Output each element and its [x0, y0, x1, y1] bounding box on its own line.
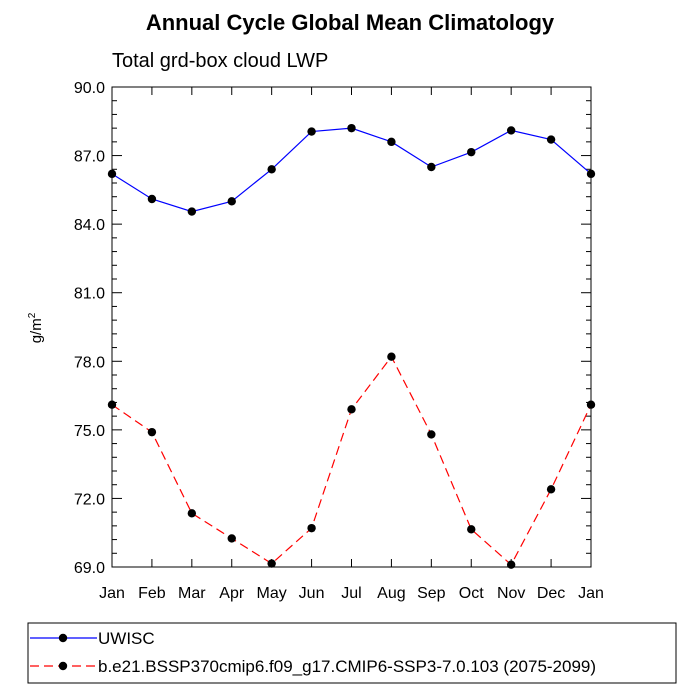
- tick-marks: [111, 86, 592, 568]
- data-point-series-1: [187, 207, 197, 216]
- legend-box: [27, 622, 677, 684]
- y-tick-label: 81.0: [74, 286, 105, 303]
- data-point-series-2: [227, 534, 236, 543]
- chart-title: Annual Cycle Global Mean Climatology: [146, 10, 555, 35]
- data-point-series-1: [546, 135, 556, 144]
- data-point-series-2: [467, 525, 476, 534]
- y-tick-label: 78.0: [74, 354, 105, 371]
- series-line-1: [111, 127, 592, 213]
- data-point-series-2: [107, 400, 117, 409]
- legend-marker-1: [58, 633, 68, 643]
- data-point-series-1: [427, 162, 436, 172]
- x-tick-label: Mar: [178, 585, 206, 602]
- legend-label-1: UWISC: [98, 629, 155, 648]
- y-axis-label-text: g/m: [28, 318, 45, 343]
- data-point-series-2: [267, 559, 276, 568]
- legend-marker-2: [58, 661, 68, 671]
- data-point-series-2: [187, 509, 197, 518]
- y-tick-label: 84.0: [74, 217, 105, 234]
- data-point-series-1: [267, 165, 276, 174]
- legend-label-2: b.e21.BSSP370cmip6.f09_g17.CMIP6-SSP3-7.…: [98, 657, 596, 676]
- data-point-series-2: [147, 427, 157, 437]
- x-tick-label: Dec: [537, 585, 565, 602]
- x-tick-label: Jun: [299, 585, 325, 602]
- x-tick-label: May: [257, 585, 287, 602]
- x-tick-label: Nov: [497, 585, 525, 602]
- data-point-series-1: [467, 147, 476, 157]
- data-point-series-2: [387, 352, 396, 361]
- x-tick-label: Sep: [417, 585, 446, 602]
- legend: UWISC b.e21.BSSP370cmip6.f09_g17.CMIP6-SS…: [30, 629, 596, 676]
- data-point-series-2: [546, 485, 556, 494]
- y-tick-label: 75.0: [74, 423, 105, 440]
- data-point-series-2: [307, 523, 316, 533]
- data-point-series-1: [107, 169, 117, 179]
- series-lines: [111, 127, 592, 566]
- data-point-series-1: [506, 126, 516, 135]
- data-point-series-1: [307, 127, 316, 136]
- data-point-series-1: [347, 123, 356, 133]
- data-point-series-1: [586, 169, 596, 179]
- x-tick-label: Jan: [578, 585, 604, 602]
- chart-subtitle: Total grd-box cloud LWP: [112, 50, 328, 72]
- x-tick-label: Jul: [341, 585, 361, 602]
- y-tick-label: 90.0: [74, 80, 105, 97]
- plot-area-frame: [111, 86, 592, 568]
- data-point-series-2: [586, 400, 596, 409]
- x-tick-label: Apr: [219, 585, 245, 602]
- data-point-series-2: [506, 560, 516, 569]
- data-point-series-1: [147, 194, 157, 204]
- series-points: [107, 123, 596, 569]
- data-point-series-1: [227, 197, 236, 206]
- x-tick-label: Jan: [99, 585, 125, 602]
- x-tick-labels: Jan Feb Mar Apr May Jun Jul Aug Sep Oct Nov Dec Jan: [99, 585, 604, 602]
- x-tick-label: Aug: [377, 585, 405, 602]
- data-point-series-2: [427, 430, 436, 439]
- y-tick-label: 69.0: [74, 560, 105, 577]
- y-tick-label: 87.0: [74, 149, 105, 166]
- data-point-series-2: [347, 405, 356, 414]
- x-tick-label: Feb: [138, 585, 166, 602]
- x-tick-label: Oct: [459, 585, 484, 602]
- series-line-2: [111, 355, 592, 566]
- data-point-series-1: [387, 137, 396, 147]
- y-axis-label-superscript: 2: [27, 312, 38, 318]
- y-tick-labels: 69.0 72.0 75.0 78.0 81.0 84.0 87.0 90.0: [74, 80, 105, 577]
- y-axis-label: g/m2: [27, 312, 45, 343]
- y-tick-label: 72.0: [74, 491, 105, 508]
